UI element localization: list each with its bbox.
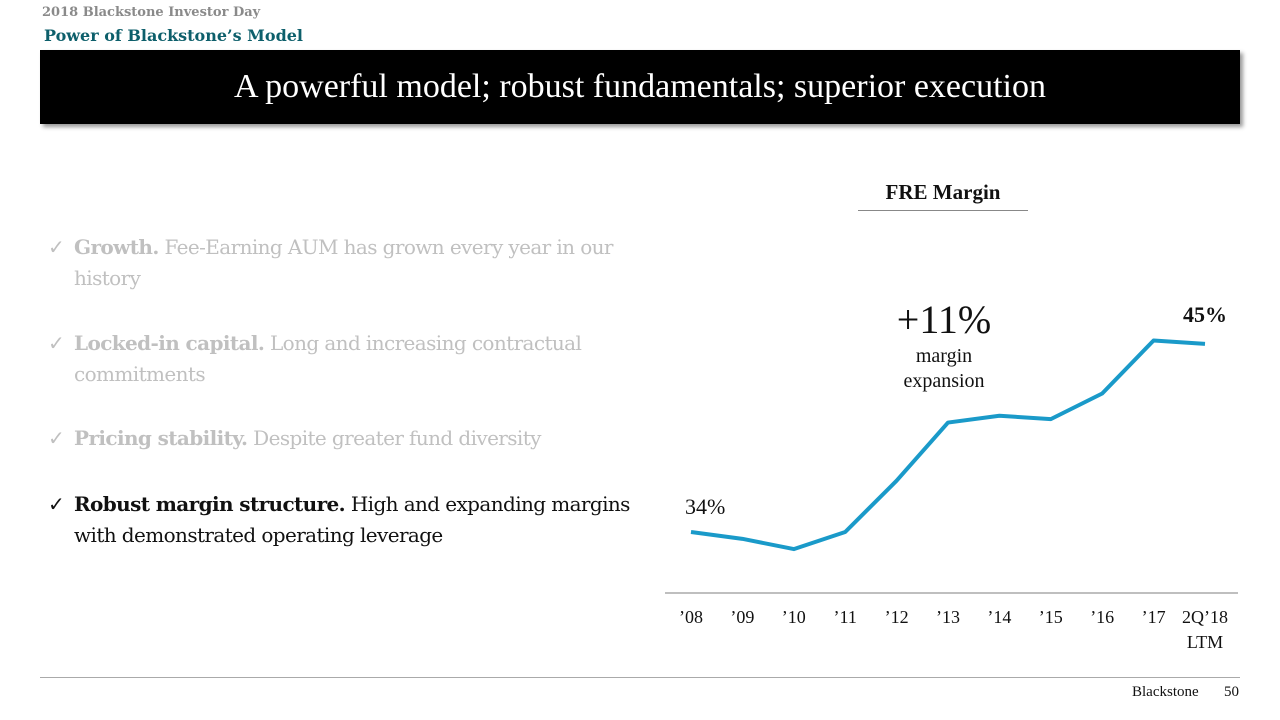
- bullet-locked-in-capital: ✓ Locked-in capital. Long and increasing …: [48, 328, 634, 390]
- bullet-text: High and expanding margins with demonstr…: [74, 492, 630, 547]
- checkmark-icon: ✓: [48, 235, 65, 259]
- bullet-heading: Robust margin structure.: [74, 492, 346, 516]
- x-tick-label: ’13: [936, 607, 960, 627]
- bullet-text: Despite greater fund diversity: [247, 426, 541, 450]
- x-tick-label: ’12: [885, 607, 909, 627]
- title-banner: A powerful model; robust fundamentals; s…: [40, 50, 1240, 124]
- bullet-heading: Pricing stability.: [74, 426, 248, 450]
- checkmark-icon: ✓: [48, 331, 65, 355]
- x-tick-label: ’14: [987, 607, 1011, 627]
- slide-title: A powerful model; robust fundamentals; s…: [233, 68, 1047, 105]
- bullet-heading: Locked-in capital.: [74, 331, 265, 355]
- data-label-last: 45%: [1183, 302, 1227, 327]
- bullet-growth: ✓ Growth. Fee-Earning AUM has grown every…: [48, 232, 634, 294]
- data-label-first: 34%: [685, 494, 725, 519]
- checkmark-icon: ✓: [48, 426, 65, 450]
- page-number: 50: [1224, 684, 1239, 700]
- x-tick-label: 2Q’18 LTM: [1182, 607, 1228, 652]
- chart-title: FRE Margin: [858, 180, 1028, 211]
- annotation-line1: margin: [916, 345, 972, 367]
- x-tick-label: ’08: [679, 607, 703, 627]
- x-tick-label: ’16: [1090, 607, 1114, 627]
- x-tick-label: ’11: [834, 607, 857, 627]
- bullet-pricing-stability: ✓ Pricing stability. Despite greater fund…: [48, 423, 674, 454]
- annotation-headline: +11%: [897, 297, 991, 342]
- bullet-text: Long and increasing contractual commitme…: [74, 331, 582, 386]
- section-title: Power of Blackstone’s Model: [44, 26, 304, 45]
- footer-divider: [40, 677, 1240, 678]
- x-tick-label: ’09: [730, 607, 754, 627]
- bullet-heading: Growth.: [74, 235, 159, 259]
- bullet-text: Fee-Earning AUM has grown every year in …: [74, 235, 614, 290]
- footer-brand: Blackstone: [1132, 684, 1199, 700]
- x-tick-label: ’15: [1039, 607, 1063, 627]
- x-tick-label: ’17: [1142, 607, 1166, 627]
- x-tick-label: ’10: [782, 607, 806, 627]
- bullet-margin-structure: ✓ Robust margin structure. High and expan…: [48, 489, 634, 551]
- checkmark-icon: ✓: [48, 492, 65, 516]
- annotation-line2: expansion: [903, 370, 984, 392]
- event-label: 2018 Blackstone Investor Day: [42, 5, 261, 20]
